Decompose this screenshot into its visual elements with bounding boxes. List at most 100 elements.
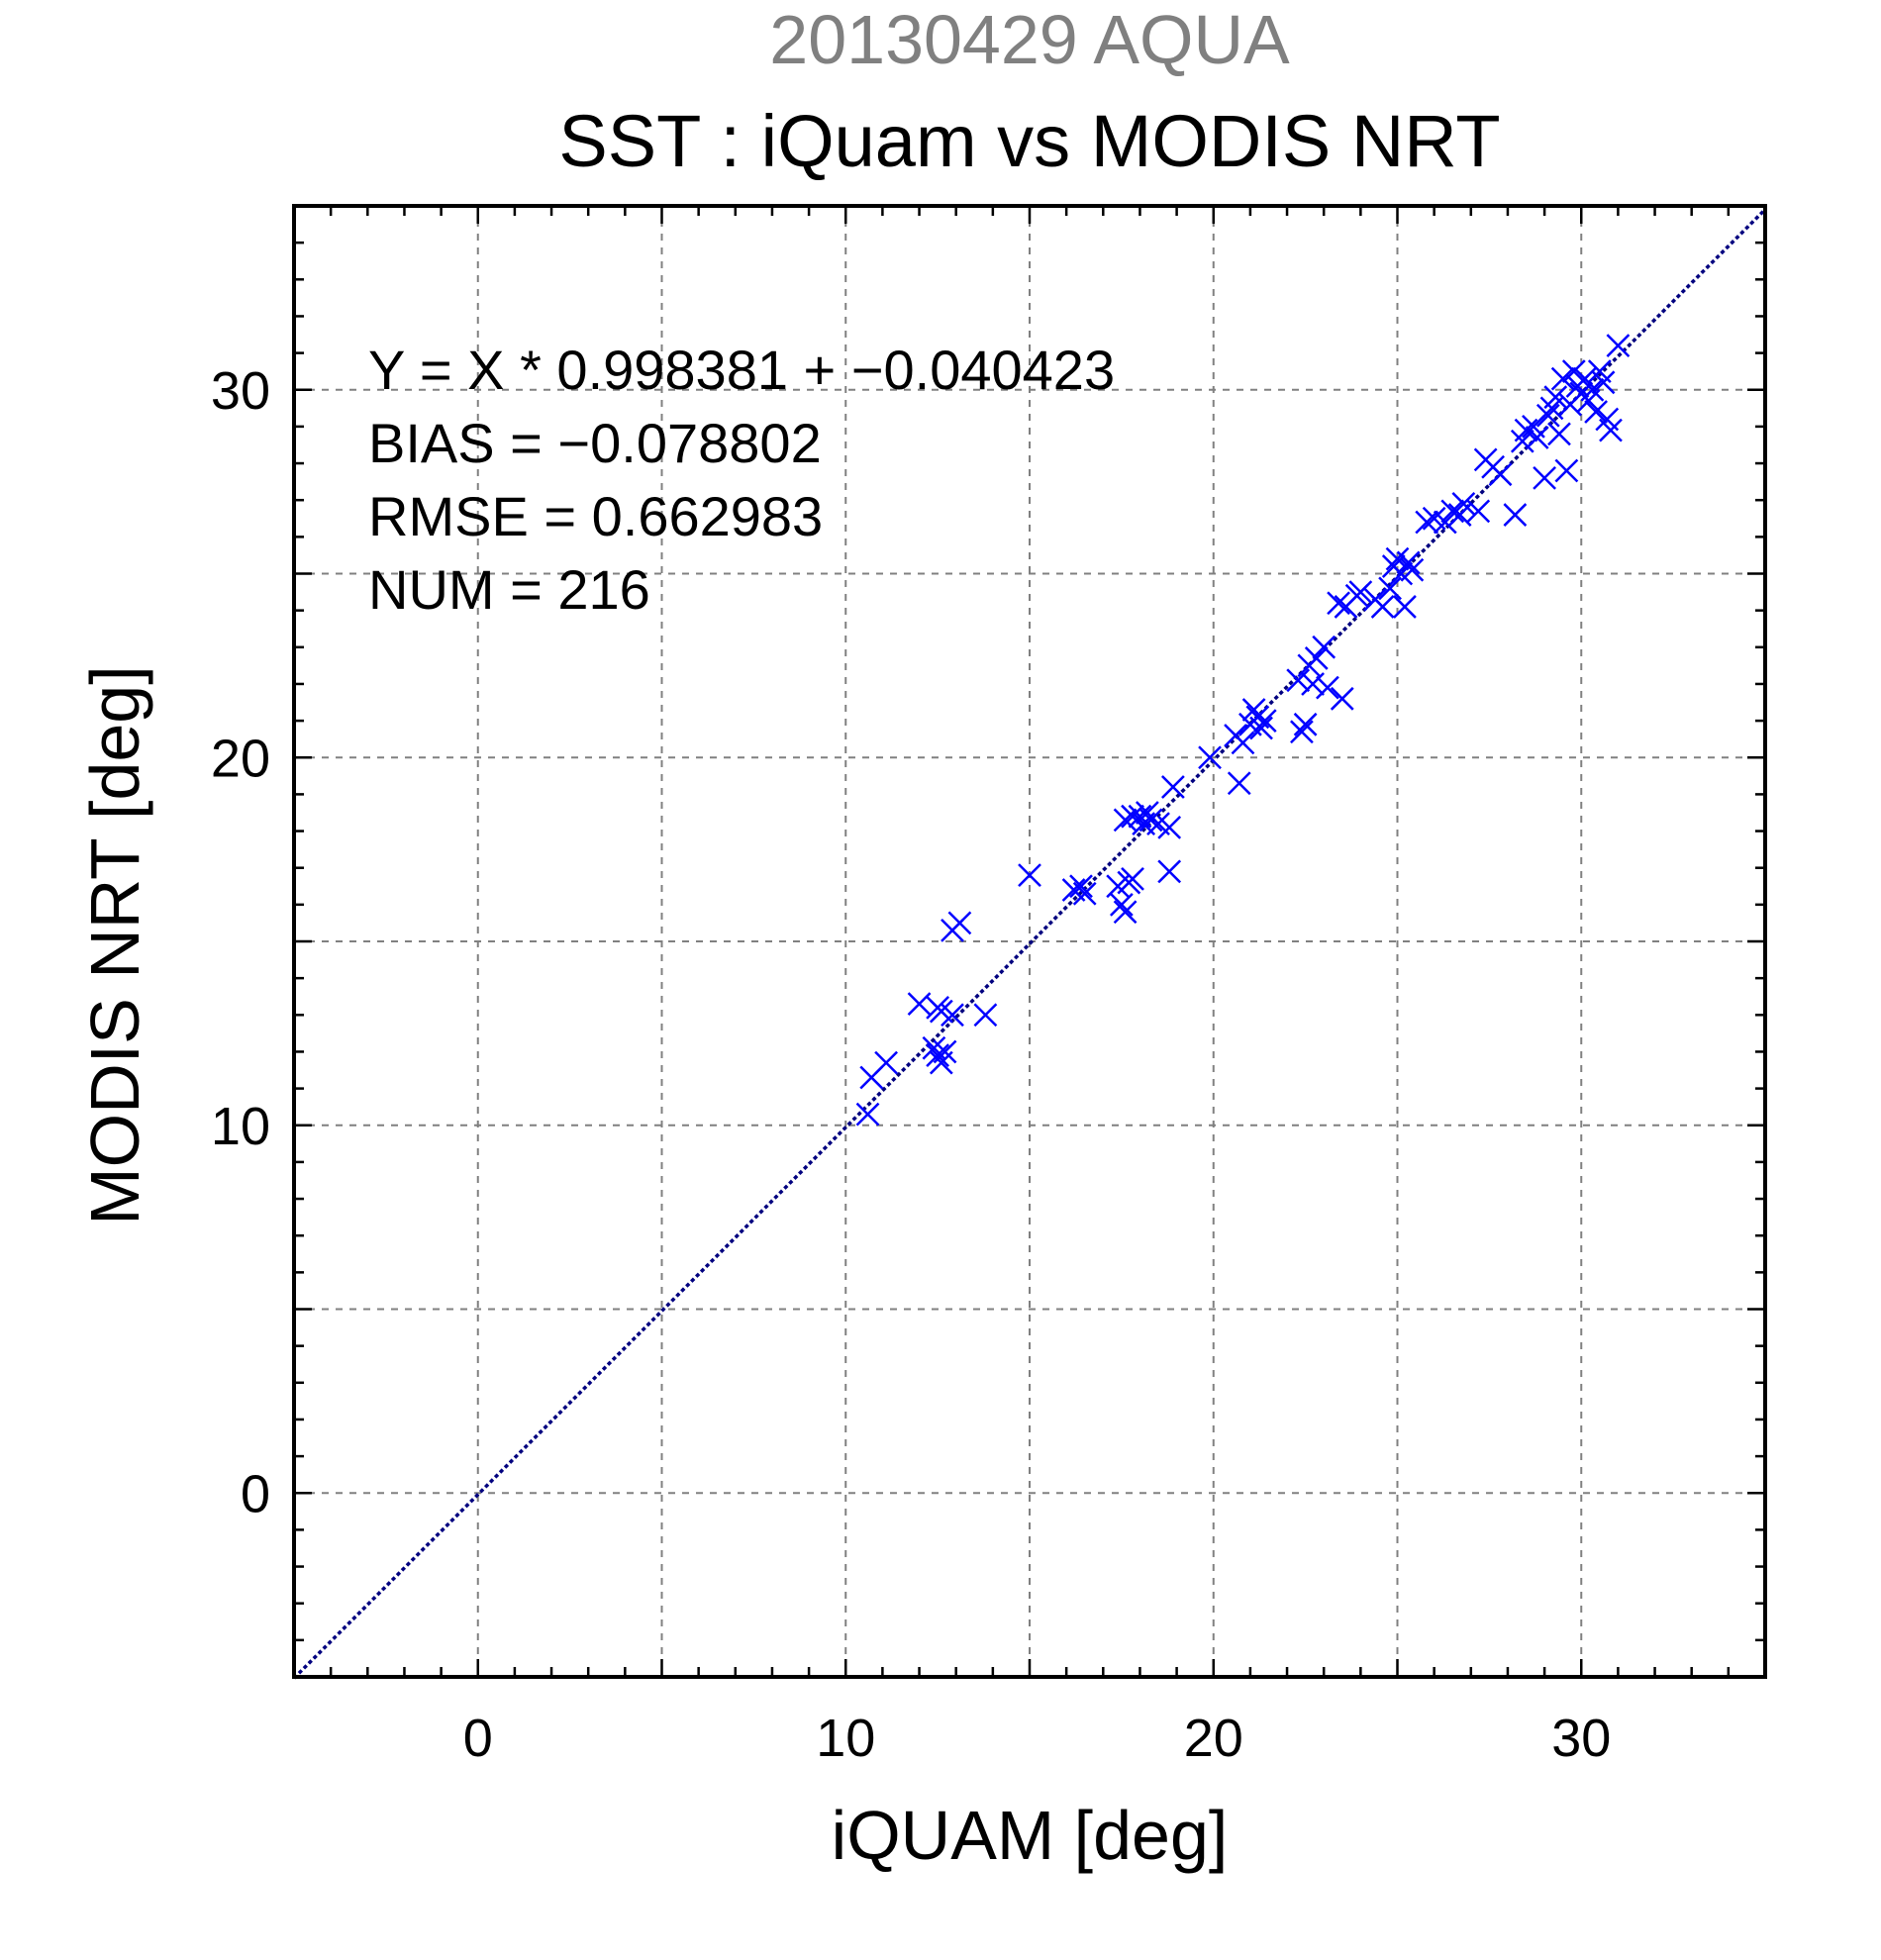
data-point [1290,720,1314,744]
marker-stroke [1113,900,1138,925]
data-point [1503,503,1528,527]
data-point [1113,808,1138,833]
data-point [1400,557,1425,582]
data-point [1533,466,1556,490]
rmse-text: RMSE = 0.662983 [368,485,823,547]
marker-stroke [1249,716,1273,740]
marker-stroke [855,1102,880,1127]
marker-stroke [1433,510,1457,535]
data-point [1561,359,1586,384]
marker-stroke [1138,808,1163,833]
x-tick-label: 0 [463,1709,493,1768]
data-point [1304,646,1329,670]
marker-stroke [1587,359,1612,384]
data-point [1227,771,1251,796]
data-point [1072,881,1097,906]
fit-equation-text: Y = X * 0.998381 + −0.040423 [368,339,1115,401]
marker-stroke [1370,595,1395,619]
y-tick-label: 20 [211,729,270,788]
chart-title: SST : iQuam vs MODIS NRT [558,100,1500,182]
data-point [1370,595,1395,619]
data-point [1451,492,1476,516]
marker-stroke [1580,377,1605,402]
data-point [1514,418,1538,442]
marker-stroke [973,1003,998,1028]
data-point [1554,458,1579,483]
data-point [1591,370,1616,395]
marker-stroke [1466,499,1491,524]
marker-stroke [1286,668,1311,693]
marker-stroke [1198,745,1222,770]
marker-stroke [1069,874,1093,899]
data-point [1535,403,1560,428]
data-point [1157,859,1182,884]
marker-stroke [940,1003,964,1028]
data-point [1547,422,1571,446]
marker-stroke [1525,426,1549,449]
marker-stroke [1157,815,1182,839]
marker-stroke [907,992,932,1017]
marker-stroke [1135,801,1159,825]
marker-stroke [1533,466,1556,490]
marker-stroke [1573,366,1597,391]
data-points [855,334,1631,1127]
bias-text: BIAS = −0.078802 [368,412,822,474]
stats-annotation: Y = X * 0.998381 + −0.040423 BIAS = −0.0… [368,339,1115,621]
num-text: NUM = 216 [368,558,650,621]
data-point [940,1003,964,1028]
marker-stroke [1227,771,1251,796]
marker-stroke [1121,866,1144,891]
marker-stroke [1293,712,1318,736]
chart-date-title: 20130429 AQUA [769,1,1290,78]
marker-stroke [1109,892,1134,917]
data-point [1396,550,1421,575]
marker-stroke [1348,580,1373,604]
data-point [1121,804,1144,829]
marker-stroke [1584,400,1608,424]
data-point [1525,426,1549,449]
data-point [1606,334,1631,358]
data-point [1393,595,1417,619]
data-point [1599,418,1623,442]
marker-stroke [1393,595,1417,619]
y-tick-labels: 0 10 20 30 [211,361,270,1524]
marker-stroke [1301,672,1325,696]
data-point [1249,716,1273,740]
data-point [874,1050,898,1075]
data-point [1301,672,1325,696]
marker-stroke [1241,698,1266,722]
marker-stroke [1440,499,1465,524]
marker-stroke [1128,804,1152,829]
y-tick-label: 10 [211,1097,270,1156]
x-tick-label: 30 [1551,1709,1611,1768]
data-point [1161,775,1185,799]
marker-stroke [1535,403,1560,428]
data-point [1330,686,1354,711]
marker-stroke [1451,492,1476,516]
marker-stroke [926,1043,950,1068]
marker-stroke [1312,635,1336,659]
marker-stroke [1606,334,1631,358]
marker-stroke [929,999,953,1024]
data-point [1415,510,1439,535]
marker-stroke [1422,506,1446,531]
marker-stroke [1400,557,1425,582]
data-point [1543,385,1568,410]
y-tick-label: 30 [211,361,270,421]
marker-stroke [933,1039,957,1064]
data-point [1466,499,1491,524]
data-point [1121,866,1144,891]
data-point [1231,731,1255,755]
marker-stroke [1415,510,1439,535]
data-point [1580,377,1605,402]
data-point [933,1039,957,1064]
marker-stroke [1378,576,1402,601]
data-point [1293,712,1318,736]
data-point [855,1102,880,1127]
marker-stroke [1550,366,1575,391]
data-point [1157,815,1182,839]
marker-stroke [1554,458,1579,483]
marker-stroke [1522,415,1545,439]
marker-stroke [1113,808,1138,833]
